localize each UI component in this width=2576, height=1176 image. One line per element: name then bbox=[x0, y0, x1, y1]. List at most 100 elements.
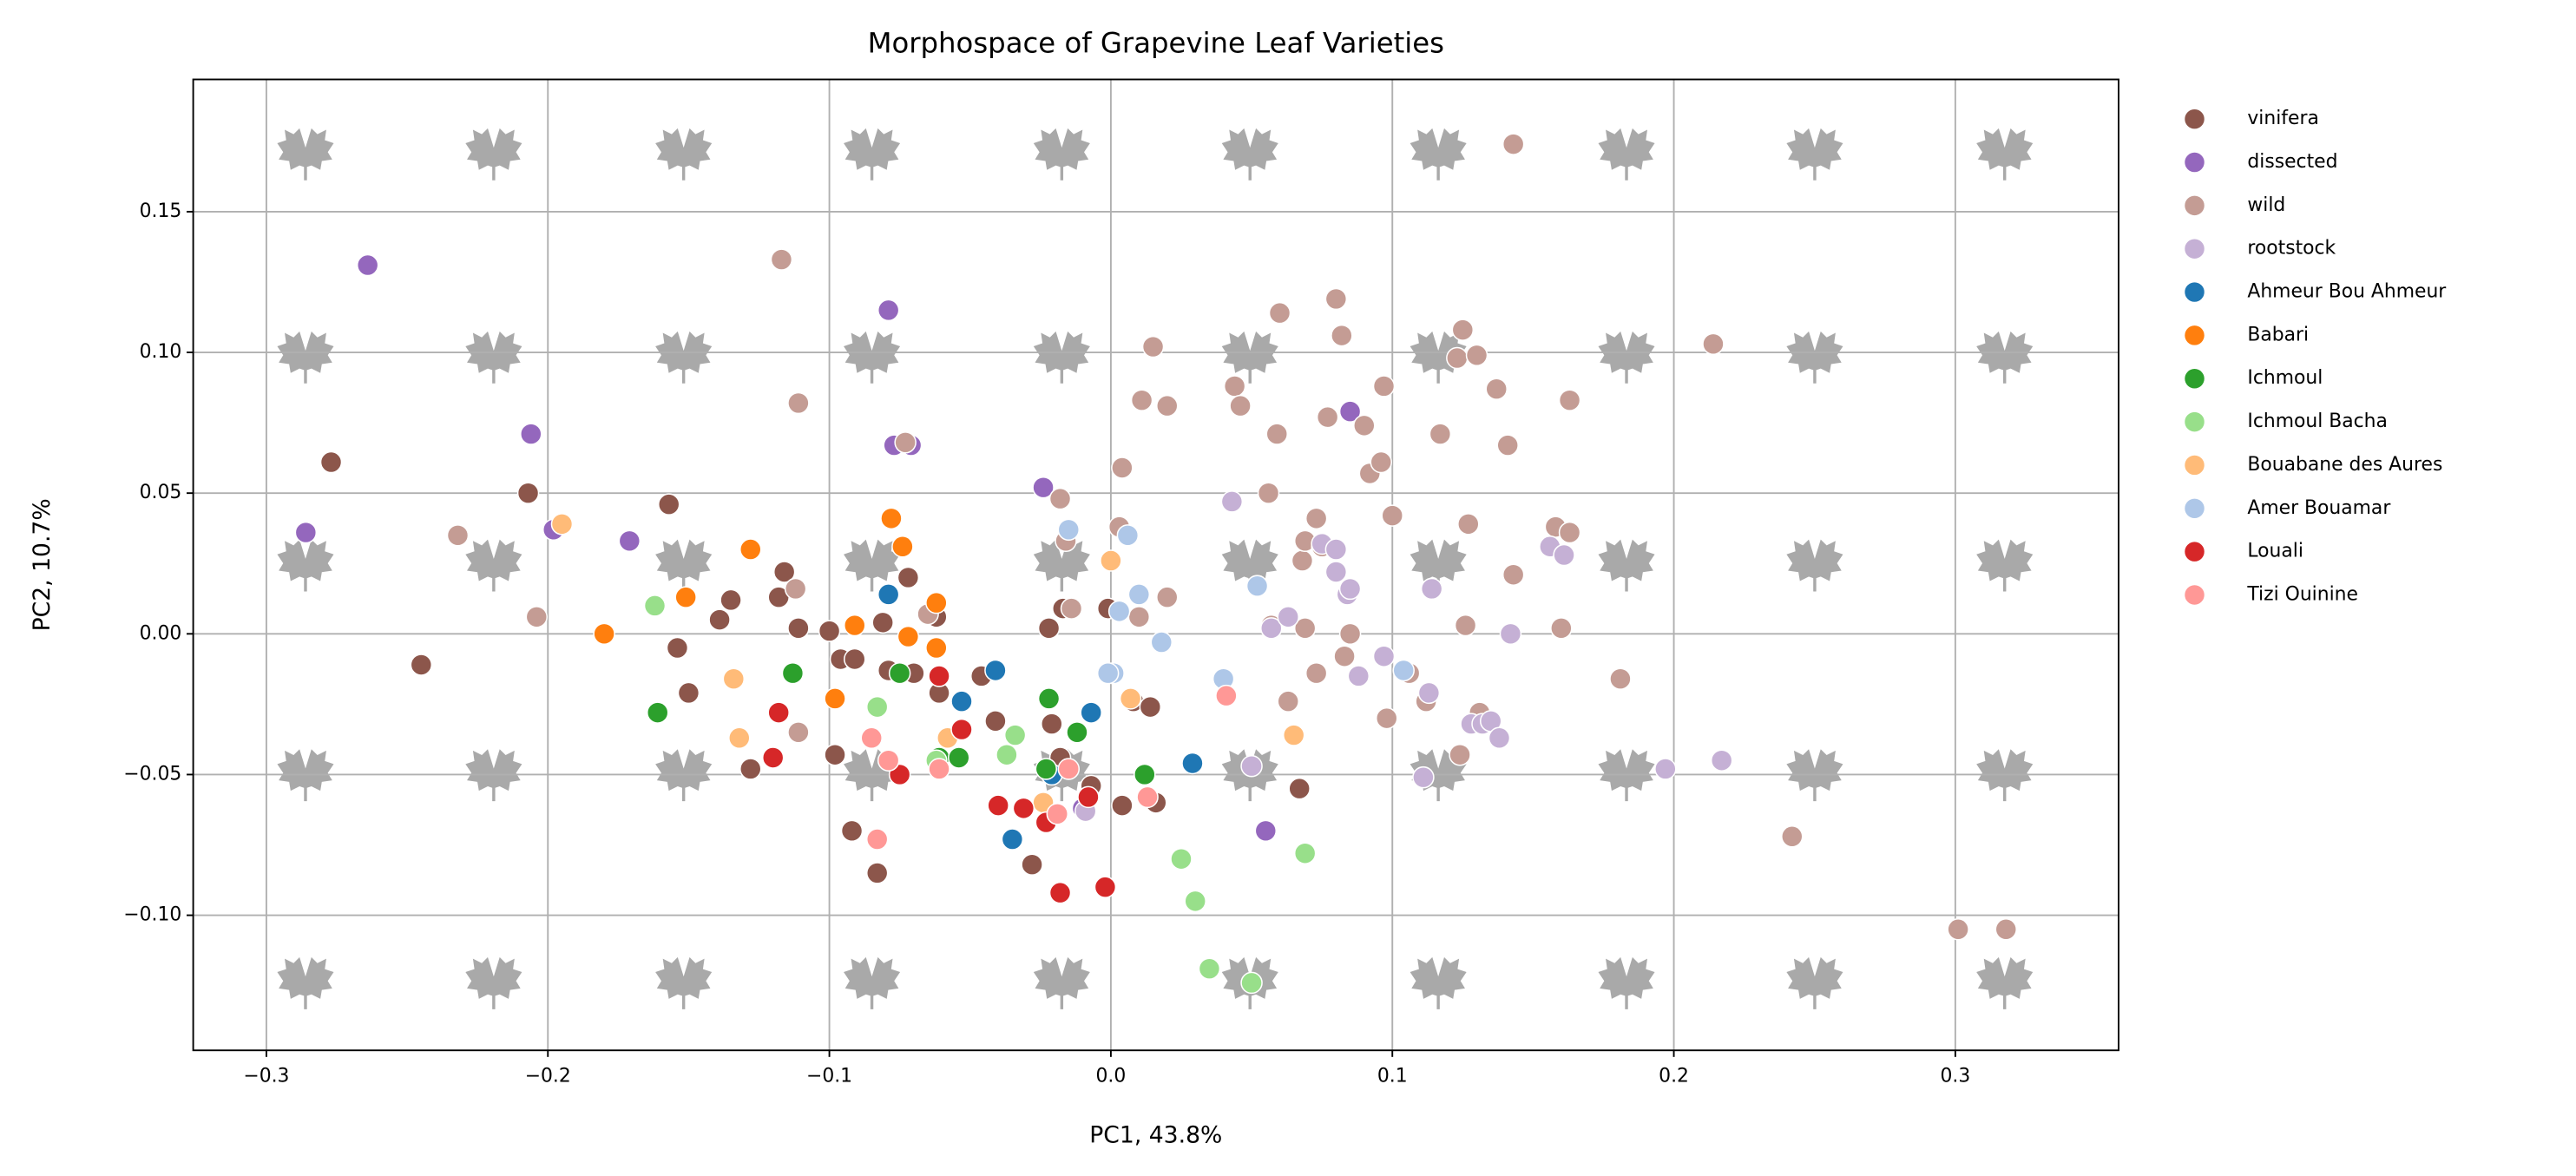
data-point bbox=[1035, 758, 1058, 780]
legend-label: vinifera bbox=[2247, 108, 2318, 129]
data-point bbox=[865, 828, 889, 851]
data-point bbox=[1288, 777, 1311, 800]
x-tick-label: 0.1 bbox=[1377, 1066, 1408, 1087]
data-point bbox=[1184, 890, 1206, 913]
data-point bbox=[1111, 794, 1134, 817]
data-point bbox=[1220, 490, 1244, 513]
x-tick-label: 0.0 bbox=[1096, 1066, 1127, 1087]
data-point bbox=[1781, 825, 1804, 848]
data-point bbox=[772, 561, 796, 583]
data-point bbox=[1558, 521, 1581, 544]
data-point bbox=[1077, 785, 1100, 809]
data-point bbox=[787, 391, 810, 415]
legend-marker bbox=[2183, 454, 2206, 476]
y-tick-label: 0.15 bbox=[140, 200, 182, 222]
data-point bbox=[657, 493, 680, 516]
y-tick-label: −0.10 bbox=[123, 904, 181, 926]
data-point bbox=[1282, 724, 1305, 746]
data-point bbox=[1338, 622, 1362, 646]
data-point bbox=[1392, 659, 1415, 682]
data-point bbox=[1170, 847, 1193, 871]
data-point bbox=[1372, 375, 1396, 397]
data-point bbox=[1229, 394, 1252, 417]
data-point bbox=[1947, 918, 1969, 941]
data-point bbox=[1100, 549, 1122, 572]
data-point bbox=[666, 636, 689, 660]
data-point bbox=[1370, 450, 1393, 474]
data-point bbox=[1451, 319, 1475, 341]
legend-marker bbox=[2183, 237, 2206, 260]
x-tick-label: −0.1 bbox=[806, 1066, 852, 1087]
data-point bbox=[880, 507, 903, 530]
data-point bbox=[1291, 549, 1314, 572]
data-point bbox=[1304, 507, 1328, 530]
data-point bbox=[618, 529, 641, 553]
data-point bbox=[1338, 400, 1362, 423]
data-point bbox=[1057, 518, 1081, 542]
y-tick-label: 0.05 bbox=[140, 482, 182, 503]
data-point bbox=[987, 794, 1009, 817]
data-point bbox=[871, 611, 894, 634]
data-point bbox=[1037, 617, 1061, 640]
legend-marker bbox=[2183, 280, 2206, 304]
data-point bbox=[1412, 765, 1435, 789]
data-point bbox=[1457, 513, 1480, 535]
data-point bbox=[1107, 600, 1131, 623]
legend-label: rootstock bbox=[2247, 238, 2336, 260]
data-point bbox=[1333, 645, 1356, 667]
data-point bbox=[1338, 577, 1362, 601]
data-point bbox=[1710, 749, 1733, 772]
data-point bbox=[928, 665, 950, 687]
data-point bbox=[646, 701, 669, 724]
data-point bbox=[1994, 918, 2018, 941]
data-point bbox=[897, 566, 920, 589]
legend-marker bbox=[2183, 151, 2206, 174]
data-point bbox=[446, 524, 470, 547]
legend-marker bbox=[2183, 411, 2206, 433]
y-tick-label: −0.05 bbox=[123, 763, 181, 785]
data-point bbox=[844, 647, 866, 671]
data-point bbox=[550, 513, 574, 535]
data-point bbox=[784, 577, 807, 601]
data-point bbox=[1012, 797, 1035, 820]
legend-marker bbox=[2183, 324, 2206, 347]
data-point bbox=[1347, 665, 1370, 687]
data-point bbox=[674, 586, 697, 608]
data-point bbox=[1021, 853, 1043, 876]
legend-label: Louali bbox=[2247, 541, 2303, 562]
data-point bbox=[984, 710, 1007, 733]
data-point bbox=[708, 608, 731, 631]
y-axis-label: PC2, 10.7% bbox=[29, 498, 56, 631]
data-point bbox=[643, 595, 667, 617]
data-point bbox=[739, 758, 762, 780]
data-point bbox=[720, 588, 742, 612]
data-point bbox=[1449, 743, 1471, 766]
data-point bbox=[1324, 561, 1348, 583]
data-point bbox=[840, 819, 864, 843]
data-point bbox=[1257, 482, 1280, 504]
data-point bbox=[1277, 690, 1299, 713]
data-point bbox=[1119, 687, 1142, 710]
plot-frame bbox=[192, 78, 2119, 1052]
data-point bbox=[1429, 423, 1452, 445]
data-point bbox=[1293, 617, 1317, 640]
data-point bbox=[950, 718, 973, 741]
data-point bbox=[1550, 617, 1573, 640]
data-point bbox=[1156, 394, 1179, 417]
data-point bbox=[781, 661, 805, 685]
data-point bbox=[520, 423, 542, 445]
data-point bbox=[950, 690, 973, 713]
data-point bbox=[1496, 434, 1519, 457]
legend-marker bbox=[2183, 194, 2206, 217]
data-point bbox=[1502, 133, 1525, 155]
data-point bbox=[1134, 763, 1156, 786]
data-point bbox=[728, 726, 751, 750]
data-point bbox=[1245, 575, 1269, 597]
data-point bbox=[1003, 724, 1027, 746]
legend-marker bbox=[2183, 367, 2206, 391]
data-point bbox=[996, 743, 1018, 766]
data-point bbox=[1465, 344, 1488, 367]
data-point bbox=[824, 743, 846, 766]
data-point bbox=[1485, 378, 1508, 400]
